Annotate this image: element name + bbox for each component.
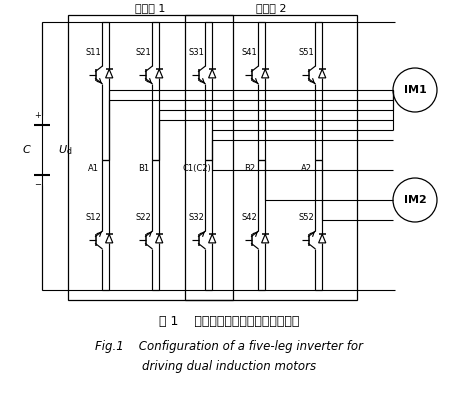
Text: Fig.1    Configuration of a five-leg inverter for: Fig.1 Configuration of a five-leg invert… (95, 340, 363, 353)
Text: S41: S41 (242, 48, 257, 57)
Polygon shape (208, 234, 216, 243)
Text: B2: B2 (244, 164, 255, 173)
Text: S22: S22 (136, 213, 152, 222)
Bar (185, 15, 357, 300)
Text: A1: A1 (88, 164, 99, 173)
Polygon shape (156, 234, 163, 243)
Text: 图 1    驱动双异步电机的五桥臂逆变器: 图 1 驱动双异步电机的五桥臂逆变器 (159, 315, 299, 328)
Text: B1: B1 (138, 164, 149, 173)
Text: 逆变器 2: 逆变器 2 (256, 3, 286, 13)
Text: $U_{\rm d}$: $U_{\rm d}$ (58, 143, 72, 157)
Circle shape (393, 178, 437, 222)
Polygon shape (319, 234, 326, 243)
Text: 逆变器 1: 逆变器 1 (135, 3, 166, 13)
Text: S21: S21 (136, 48, 152, 57)
Circle shape (393, 68, 437, 112)
Polygon shape (106, 69, 113, 78)
Text: S12: S12 (86, 213, 101, 222)
Text: +: + (34, 111, 41, 119)
Bar (68, 15, 233, 300)
Text: −: − (34, 181, 42, 190)
Text: S31: S31 (189, 48, 204, 57)
Text: IM2: IM2 (403, 195, 426, 205)
Polygon shape (106, 234, 113, 243)
Polygon shape (262, 69, 269, 78)
Text: S42: S42 (242, 213, 257, 222)
Text: S32: S32 (189, 213, 204, 222)
Text: C1(C2): C1(C2) (182, 164, 211, 173)
Text: S52: S52 (299, 213, 314, 222)
Polygon shape (319, 69, 326, 78)
Polygon shape (208, 69, 216, 78)
Text: IM1: IM1 (403, 85, 426, 95)
Text: driving dual induction motors: driving dual induction motors (142, 360, 316, 373)
Polygon shape (156, 69, 163, 78)
Text: S51: S51 (299, 48, 314, 57)
Text: S11: S11 (86, 48, 101, 57)
Polygon shape (262, 234, 269, 243)
Text: C: C (22, 145, 30, 155)
Text: A2: A2 (301, 164, 312, 173)
